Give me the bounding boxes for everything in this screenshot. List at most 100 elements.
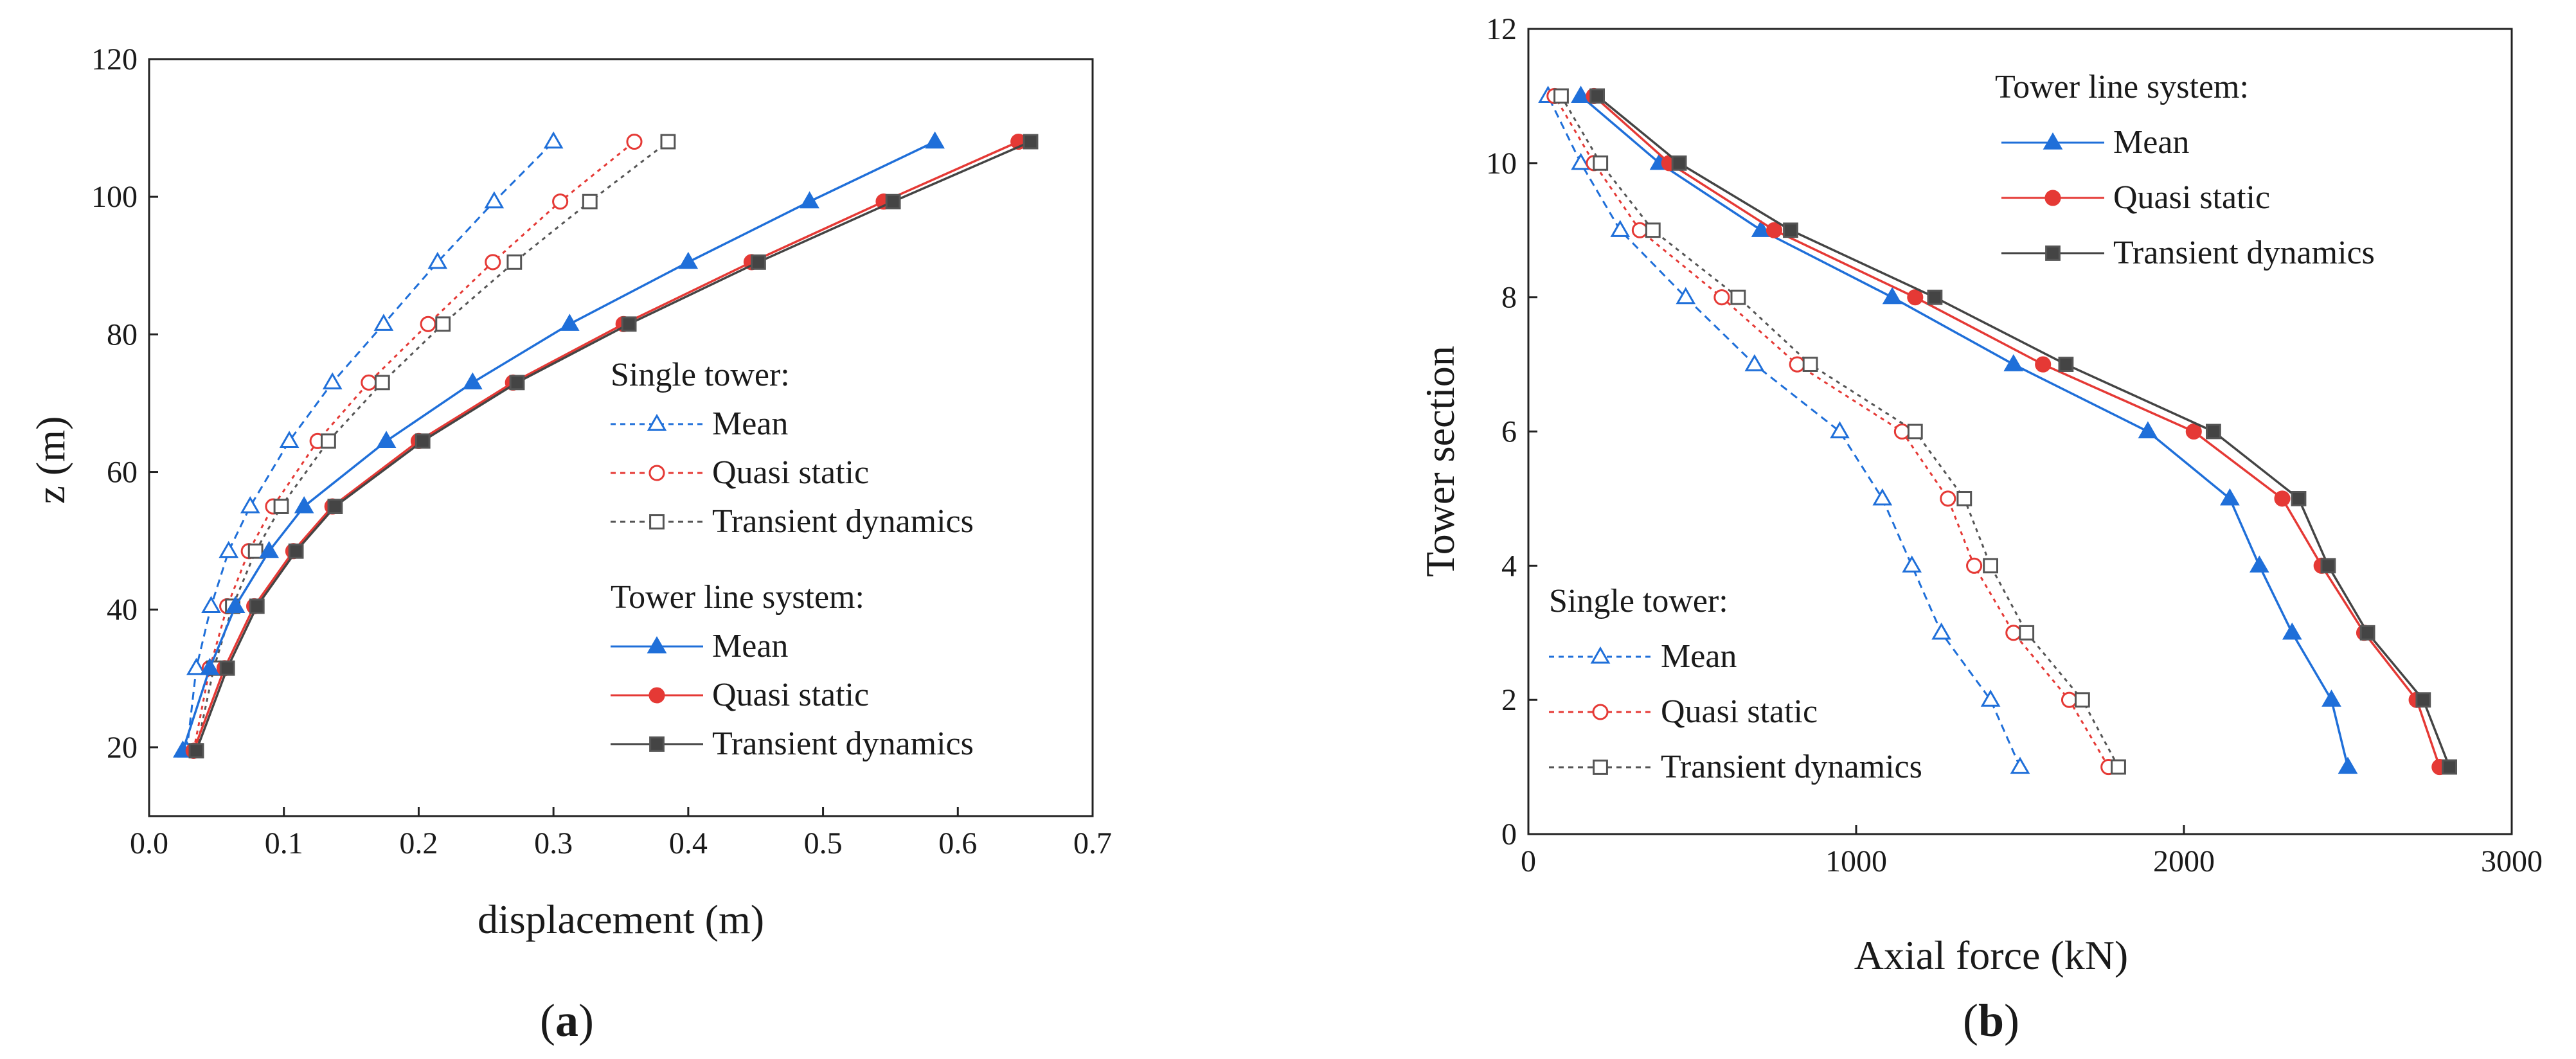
panel-b-chart: 0 1000 2000 3000 0 2 4 6 8 10 12 Tower line system:… bbox=[1486, 12, 2543, 878]
b-series-line-single-quasi-static bbox=[1553, 95, 2109, 768]
a-point-mean bbox=[201, 596, 221, 613]
b-point-mean bbox=[1882, 287, 1902, 305]
a-point-quasi-static bbox=[361, 374, 377, 391]
a-point-mean bbox=[376, 431, 397, 448]
b-legend-title: Single tower: bbox=[1549, 583, 1728, 619]
a-legend-marker bbox=[647, 636, 667, 654]
b-ytick-label: 10 bbox=[1486, 147, 1517, 181]
a-point-quasi-static bbox=[626, 133, 643, 150]
a-point-mean bbox=[225, 596, 246, 613]
a-point-transient-dynamics bbox=[621, 316, 637, 332]
b-point-mean bbox=[2338, 756, 2358, 774]
a-legend-marker bbox=[648, 687, 665, 704]
a-point-mean bbox=[462, 372, 483, 389]
b-legend-marker bbox=[1590, 646, 1611, 664]
b-legend-item: Transient dynamics bbox=[2113, 235, 2375, 271]
a-point-transient-dynamics bbox=[582, 193, 598, 209]
b-point-transient-dynamics bbox=[2415, 692, 2431, 708]
a-point-transient-dynamics bbox=[435, 316, 451, 332]
a-point-mean bbox=[322, 372, 343, 389]
a-ytick-label: 40 bbox=[107, 593, 138, 627]
a-legend-item: Quasi static bbox=[712, 677, 869, 713]
a-xtick-label: 0.6 bbox=[938, 826, 977, 860]
b-point-transient-dynamics bbox=[1927, 289, 1943, 305]
a-point-mean bbox=[240, 496, 260, 513]
a-point-mean bbox=[678, 251, 699, 269]
b-point-transient-dynamics bbox=[2291, 491, 2307, 506]
b-legend-title: Tower line system: bbox=[1995, 69, 2249, 105]
b-point-transient-dynamics bbox=[1907, 423, 1923, 440]
b-point-mean bbox=[1610, 220, 1631, 237]
b-point-transient-dynamics bbox=[2442, 759, 2457, 775]
b-point-mean bbox=[2138, 421, 2158, 439]
b-legend-marker bbox=[1593, 760, 1608, 775]
a-point-mean bbox=[925, 131, 945, 149]
b-point-mean bbox=[2321, 690, 2341, 707]
a-legend-item: Transient dynamics bbox=[712, 503, 974, 540]
b-point-mean bbox=[1571, 85, 1591, 103]
b-point-quasi-static bbox=[1789, 356, 1805, 373]
a-point-mean bbox=[427, 251, 448, 269]
a-xtick-label: 0.0 bbox=[130, 826, 168, 860]
b-ytick-label: 8 bbox=[1501, 281, 1517, 315]
b-point-mean bbox=[2010, 756, 2030, 774]
a-legend-title: Single tower: bbox=[611, 357, 790, 393]
a-point-quasi-static bbox=[420, 316, 436, 332]
a-point-transient-dynamics bbox=[660, 134, 676, 150]
b-point-quasi-static bbox=[2061, 691, 2078, 708]
a-legend-title: Tower line system: bbox=[611, 579, 864, 616]
panel-b-label: (b) bbox=[1963, 995, 2019, 1046]
a-xtick-label: 0.7 bbox=[1073, 826, 1112, 860]
a-point-transient-dynamics bbox=[1023, 134, 1039, 150]
b-xtick-label: 2000 bbox=[2153, 844, 2215, 878]
b-point-quasi-static bbox=[1966, 557, 1983, 574]
a-plot-frame bbox=[148, 58, 1094, 817]
a-xtick-label: 0.3 bbox=[534, 826, 573, 860]
b-point-transient-dynamics bbox=[1956, 491, 1972, 506]
a-point-transient-dynamics bbox=[188, 743, 204, 759]
b-legend-marker bbox=[2045, 245, 2061, 261]
b-series-line-single-mean bbox=[1547, 95, 2021, 768]
b-legend-marker bbox=[2043, 132, 2063, 150]
b-point-transient-dynamics bbox=[1730, 289, 1746, 305]
b-point-transient-dynamics bbox=[2019, 625, 2035, 641]
b-ytick-label: 4 bbox=[1501, 549, 1517, 583]
a-series-line-single-transient-dynamics bbox=[195, 141, 669, 751]
b-point-mean bbox=[2249, 555, 2269, 573]
a-point-mean bbox=[373, 314, 394, 331]
a-point-mean bbox=[219, 540, 239, 558]
b-legend-item: Quasi static bbox=[2113, 179, 2270, 216]
panel-b-ylabel: Tower section bbox=[1417, 346, 1463, 577]
a-legend-marker bbox=[649, 736, 665, 752]
a-ytick-label: 120 bbox=[91, 42, 138, 76]
a-legend-item: Transient dynamics bbox=[712, 725, 974, 762]
a-xtick-label: 0.2 bbox=[399, 826, 438, 860]
b-point-mean bbox=[1980, 690, 2001, 707]
b-ytick-label: 6 bbox=[1501, 415, 1517, 449]
a-point-transient-dynamics bbox=[885, 193, 901, 209]
a-point-mean bbox=[543, 131, 564, 149]
a-legend-marker bbox=[648, 465, 665, 481]
a-point-mean bbox=[259, 540, 279, 558]
b-point-mean bbox=[2003, 354, 2024, 371]
a-point-mean bbox=[294, 496, 314, 513]
b-point-mean bbox=[1931, 622, 1951, 640]
b-ytick-label: 0 bbox=[1501, 817, 1517, 851]
b-legend-item: Transient dynamics bbox=[1661, 749, 1922, 785]
a-point-mean bbox=[186, 657, 206, 675]
a-ytick-label: 60 bbox=[107, 456, 138, 490]
b-legend-item: Mean bbox=[2113, 124, 2189, 161]
b-point-mean bbox=[1751, 220, 1771, 237]
a-xtick-label: 0.4 bbox=[669, 826, 708, 860]
a-xtick-label: 0.1 bbox=[265, 826, 303, 860]
a-point-transient-dynamics bbox=[288, 543, 304, 559]
a-ytick-label: 20 bbox=[107, 731, 138, 765]
a-point-transient-dynamics bbox=[321, 433, 336, 449]
b-point-transient-dynamics bbox=[1593, 155, 1609, 171]
a-point-quasi-static bbox=[552, 193, 569, 210]
b-point-quasi-static bbox=[2035, 356, 2052, 373]
b-legend-item: Mean bbox=[1661, 638, 1737, 675]
b-point-transient-dynamics bbox=[1645, 222, 1661, 238]
panel-a-ylabel: z (m) bbox=[28, 416, 73, 504]
